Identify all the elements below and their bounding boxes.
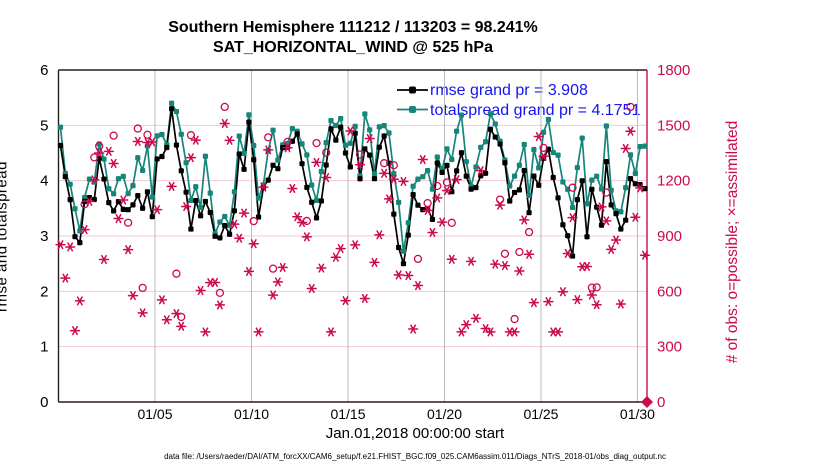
svg-text:1500: 1500: [657, 117, 690, 134]
svg-text:5: 5: [40, 117, 48, 134]
svg-text:1200: 1200: [657, 173, 690, 190]
svg-text:4: 4: [40, 173, 48, 190]
svg-text:0: 0: [40, 394, 48, 411]
svg-text:3: 3: [40, 228, 48, 245]
svg-text:01/20: 01/20: [427, 406, 462, 422]
svg-text:6: 6: [40, 62, 48, 79]
svg-text:2: 2: [40, 283, 48, 300]
svg-text:01/10: 01/10: [234, 406, 269, 422]
svg-text:0: 0: [657, 394, 665, 411]
svg-text:01/25: 01/25: [523, 406, 558, 422]
svg-text:01/30: 01/30: [620, 406, 655, 422]
svg-text:01/05: 01/05: [137, 406, 172, 422]
svg-text:01/15: 01/15: [330, 406, 365, 422]
svg-text:600: 600: [657, 283, 682, 300]
svg-text:300: 300: [657, 339, 682, 356]
svg-text:1: 1: [40, 339, 48, 356]
svg-text:1800: 1800: [657, 62, 690, 79]
svg-text:900: 900: [657, 228, 682, 245]
